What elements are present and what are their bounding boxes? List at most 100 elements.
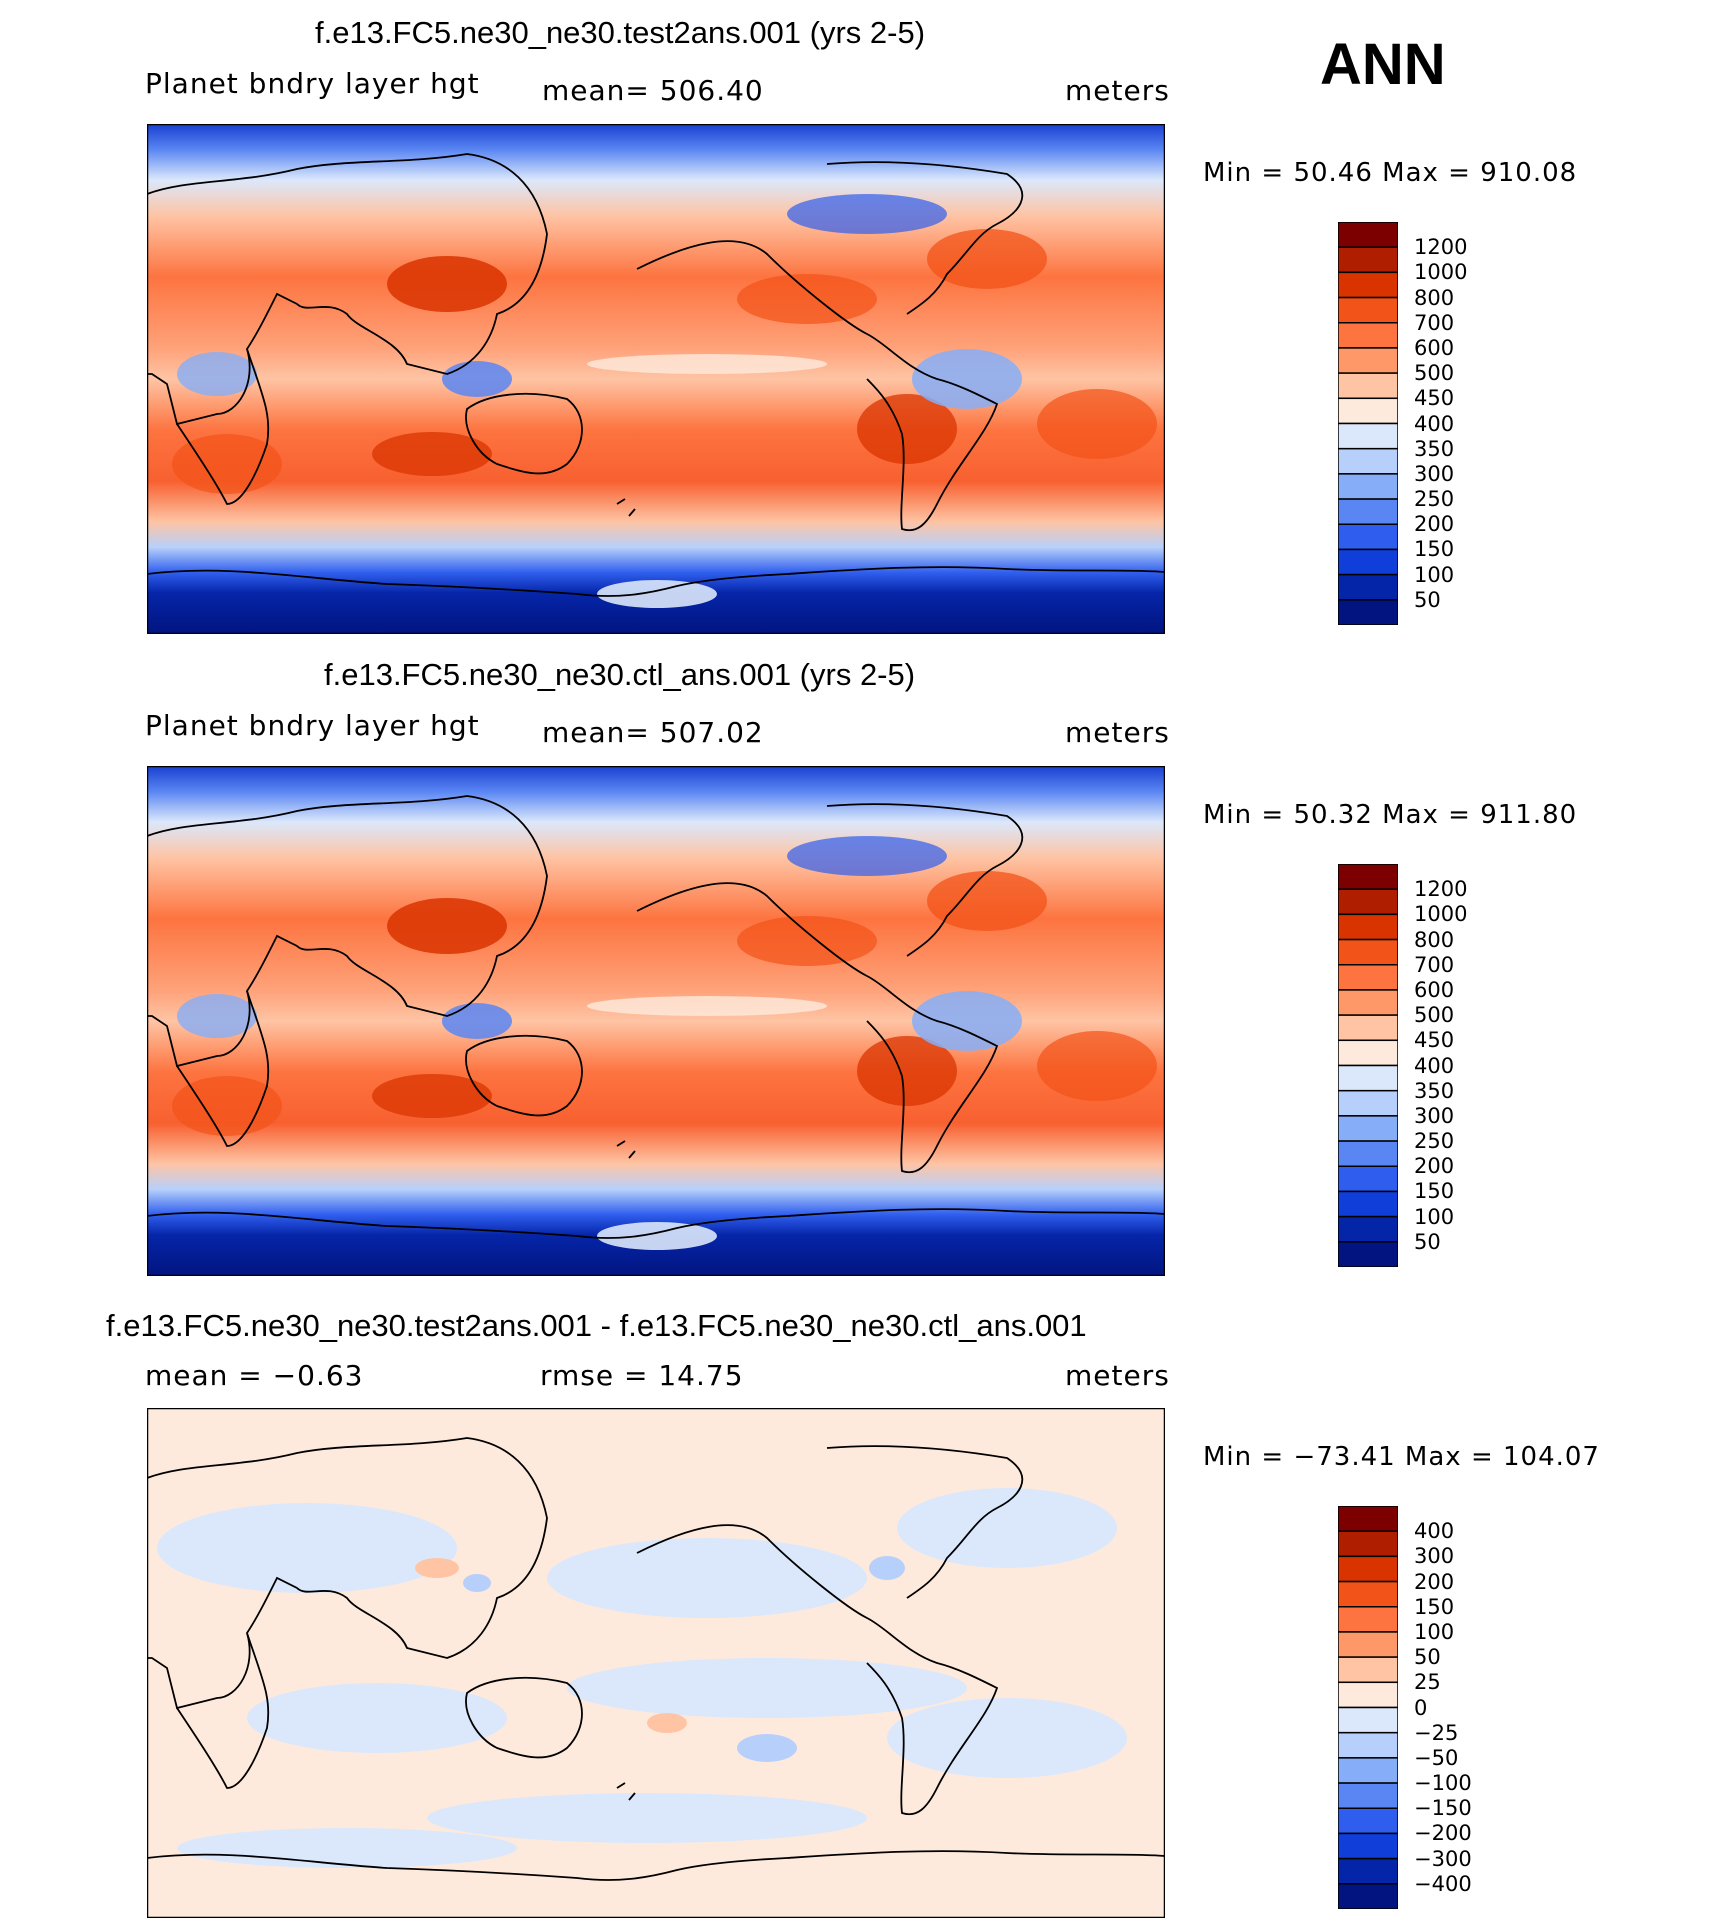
- colorbar-swatch: [1338, 422, 1398, 450]
- colorbar-swatch: [1338, 1190, 1398, 1218]
- colorbar-swatch: [1338, 1215, 1398, 1243]
- colorbar-swatch: [1338, 296, 1398, 324]
- colorbar-tick-label: 400: [1414, 1053, 1455, 1078]
- colorbar-swatch: [1338, 1757, 1398, 1784]
- colorbar-tick-label: −50: [1414, 1745, 1459, 1770]
- colorbar-swatch: [1338, 938, 1398, 966]
- colorbar-tick-label: 150: [1414, 1179, 1455, 1204]
- panel2-minmax: Min = 50.32 Max = 911.80: [1203, 800, 1578, 830]
- colorbar-tick-label: 150: [1414, 1594, 1455, 1619]
- colorbar-swatch: [1338, 1165, 1398, 1193]
- colorbar-tick-label: 50: [1414, 1645, 1441, 1670]
- colorbar-tick-label: 1000: [1414, 260, 1468, 285]
- panel2-title: f.e13.FC5.ne30_ne30.ctl_ans.001 (yrs 2-5…: [324, 657, 916, 692]
- colorbar-tick-label: 300: [1414, 1103, 1455, 1128]
- colorbar-swatch: [1338, 1807, 1398, 1835]
- colorbar-swatch: [1338, 573, 1398, 601]
- colorbar-tick-label: 150: [1414, 537, 1455, 562]
- colorbar-swatch: [1338, 271, 1398, 299]
- panel3-coastlines: [147, 1437, 1165, 1881]
- panel1-field-blobs: [172, 194, 1157, 608]
- panel1-minmax: Min = 50.46 Max = 910.08: [1203, 158, 1578, 188]
- colorbar-tick-label: 400: [1414, 1519, 1455, 1544]
- colorbar-tick-label: −100: [1414, 1771, 1472, 1796]
- colorbar-swatch: [1338, 1506, 1398, 1532]
- colorbar-swatch: [1338, 1140, 1398, 1167]
- colorbar-swatch: [1338, 989, 1398, 1016]
- panel3-colorbar: [1338, 1506, 1398, 1909]
- colorbar-swatch: [1338, 397, 1398, 425]
- colorbar-tick-label: −200: [1414, 1821, 1472, 1846]
- colorbar-swatch: [1338, 322, 1398, 349]
- colorbar-swatch: [1338, 372, 1398, 400]
- colorbar-swatch: [1338, 1832, 1398, 1860]
- panel1-title: f.e13.FC5.ne30_ne30.test2ans.001 (yrs 2-…: [315, 15, 926, 50]
- colorbar-tick-label: 800: [1414, 927, 1455, 952]
- panel1-map: [147, 124, 1165, 634]
- colorbar-tick-label: 250: [1414, 1129, 1455, 1154]
- colorbar-swatch: [1338, 1014, 1398, 1042]
- colorbar-swatch: [1338, 1857, 1398, 1885]
- colorbar-tick-label: −300: [1414, 1846, 1472, 1871]
- colorbar-swatch: [1338, 1241, 1398, 1267]
- colorbar-swatch: [1338, 913, 1398, 941]
- colorbar-tick-label: −25: [1414, 1720, 1459, 1745]
- colorbar-tick-label: 250: [1414, 487, 1455, 512]
- colorbar-swatch: [1338, 523, 1398, 551]
- colorbar-swatch: [1338, 1115, 1398, 1142]
- colorbar-swatch: [1338, 1681, 1398, 1709]
- colorbar-swatch: [1338, 1555, 1398, 1583]
- panel1-mean: mean= 506.40: [542, 74, 764, 107]
- colorbar-tick-label: 350: [1414, 1078, 1455, 1103]
- colorbar-tick-label: 1000: [1414, 902, 1468, 927]
- colorbar-swatch: [1338, 864, 1398, 890]
- colorbar-swatch: [1338, 1064, 1398, 1092]
- panel3-field-blobs: [157, 1488, 1127, 1868]
- colorbar-tick-label: 350: [1414, 436, 1455, 461]
- colorbar-tick-label: 100: [1414, 1619, 1455, 1644]
- panel3-units: meters: [1065, 1359, 1170, 1392]
- colorbar-tick-label: 500: [1414, 1003, 1455, 1028]
- colorbar-tick-label: 400: [1414, 411, 1455, 436]
- colorbar-tick-label: 100: [1414, 562, 1455, 587]
- colorbar-swatch: [1338, 1089, 1398, 1117]
- panel1-coastlines: [147, 153, 1165, 597]
- colorbar-tick-label: 1200: [1414, 877, 1468, 902]
- colorbar-tick-label: 200: [1414, 512, 1455, 537]
- colorbar-swatch: [1338, 1883, 1398, 1909]
- colorbar-tick-label: 600: [1414, 977, 1455, 1002]
- colorbar-swatch: [1338, 1606, 1398, 1633]
- colorbar-tick-label: −400: [1414, 1871, 1472, 1896]
- colorbar-tick-label: 450: [1414, 386, 1455, 411]
- panel2-variable: Planet bndry layer hgt: [145, 709, 480, 742]
- colorbar-swatch: [1338, 1782, 1398, 1809]
- colorbar-tick-label: 800: [1414, 285, 1455, 310]
- colorbar-tick-label: 300: [1414, 461, 1455, 486]
- colorbar-tick-label: 600: [1414, 335, 1455, 360]
- panel2-colorbar: [1338, 864, 1398, 1267]
- colorbar-swatch: [1338, 1039, 1398, 1067]
- colorbar-tick-label: 25: [1414, 1670, 1441, 1695]
- colorbar-tick-label: 700: [1414, 952, 1455, 977]
- panel3-rmse: rmse = 14.75: [540, 1359, 744, 1392]
- colorbar-swatch: [1338, 222, 1398, 248]
- colorbar-tick-label: 1200: [1414, 235, 1468, 260]
- panel2-map: [147, 766, 1165, 1276]
- panel1-colorbar: [1338, 222, 1398, 625]
- colorbar-swatch: [1338, 498, 1398, 525]
- colorbar-tick-label: 300: [1414, 1544, 1455, 1569]
- colorbar-tick-label: 100: [1414, 1204, 1455, 1229]
- colorbar-swatch: [1338, 1656, 1398, 1684]
- colorbar-swatch: [1338, 548, 1398, 576]
- panel2-field-blobs: [172, 836, 1157, 1250]
- colorbar-tick-label: 50: [1414, 587, 1441, 612]
- panel3-minmax: Min = −73.41 Max = 104.07: [1203, 1442, 1600, 1472]
- colorbar-tick-label: 700: [1414, 310, 1455, 335]
- colorbar-swatch: [1338, 447, 1398, 475]
- colorbar-swatch: [1338, 347, 1398, 374]
- colorbar-tick-label: 450: [1414, 1028, 1455, 1053]
- panel3-map: [147, 1408, 1165, 1918]
- season-label: ANN: [1320, 32, 1446, 97]
- colorbar-swatch: [1338, 888, 1398, 916]
- colorbar-tick-label: 50: [1414, 1229, 1441, 1254]
